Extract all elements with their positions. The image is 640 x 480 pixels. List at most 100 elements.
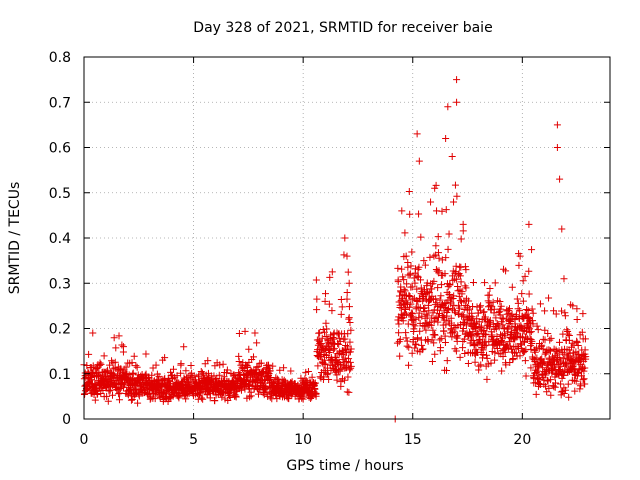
data-point: [443, 357, 451, 365]
data-point: [441, 332, 449, 340]
data-point: [498, 367, 506, 375]
data-point: [485, 299, 493, 307]
data-point: [398, 265, 406, 273]
data-point: [527, 336, 535, 344]
data-point: [506, 342, 514, 350]
data-point: [560, 390, 568, 398]
data-point: [111, 358, 119, 366]
data-point: [430, 339, 438, 347]
data-point: [149, 364, 157, 372]
data-point: [241, 327, 249, 335]
data-point: [516, 252, 524, 260]
data-point: [540, 358, 548, 366]
data-point: [308, 373, 316, 381]
data-point: [216, 361, 224, 369]
data-point: [527, 364, 535, 372]
data-point: [449, 276, 457, 284]
data-point: [435, 254, 443, 262]
data-point: [447, 314, 455, 322]
data-point: [417, 284, 425, 292]
data-point: [461, 263, 469, 271]
data-point: [346, 366, 354, 374]
data-point: [343, 295, 351, 303]
data-point: [418, 341, 426, 349]
data-point: [316, 329, 324, 337]
tick-labels: 0 5 10 15 20 0 0.1 0.2 0.3 0.4 0.5 0.6 0.7 0.8: [49, 50, 532, 448]
data-point: [200, 375, 208, 383]
data-point: [245, 345, 253, 353]
data-point: [333, 376, 341, 384]
data-point: [97, 360, 105, 368]
data-point: [524, 313, 532, 321]
data-point: [483, 354, 491, 362]
data-point: [528, 246, 536, 254]
data-point: [564, 380, 572, 388]
data-point: [180, 343, 188, 351]
data-point: [479, 346, 487, 354]
data-point: [422, 326, 430, 334]
data-point: [341, 234, 349, 242]
data-point: [558, 225, 566, 233]
data-point: [328, 307, 336, 315]
data-point: [459, 227, 467, 235]
data-point: [329, 346, 337, 354]
data-point: [489, 298, 497, 306]
data-point: [409, 317, 417, 325]
data-point: [424, 337, 432, 345]
data-point: [444, 306, 452, 314]
y-tick-label: 0.3: [49, 276, 71, 292]
data-point: [266, 393, 274, 401]
data-point: [232, 393, 240, 401]
data-point: [475, 335, 483, 343]
data-point: [518, 290, 526, 298]
data-point: [109, 365, 117, 373]
data-point: [545, 384, 553, 392]
data-point: [452, 347, 460, 355]
data-point: [538, 341, 546, 349]
data-point: [491, 279, 499, 287]
data-point: [516, 352, 524, 360]
data-point: [314, 362, 322, 370]
data-points: [80, 76, 590, 423]
data-point: [432, 295, 440, 303]
data-point: [557, 388, 565, 396]
data-point: [469, 278, 477, 286]
data-point: [581, 346, 589, 354]
data-point: [132, 362, 140, 370]
data-point: [534, 375, 542, 383]
data-point: [430, 252, 438, 260]
data-point: [401, 287, 409, 295]
data-point: [280, 376, 288, 384]
data-point: [454, 287, 462, 295]
data-point: [438, 301, 446, 309]
data-point: [344, 343, 352, 351]
data-point: [298, 394, 306, 402]
data-point: [115, 390, 123, 398]
data-point: [420, 304, 428, 312]
data-point: [262, 389, 270, 397]
data-point: [453, 76, 461, 84]
data-point: [539, 335, 547, 343]
data-point: [346, 348, 354, 356]
data-point: [251, 329, 259, 337]
data-point: [89, 329, 97, 337]
data-point: [199, 395, 207, 403]
data-point: [324, 338, 332, 346]
data-point: [581, 380, 589, 388]
data-point: [412, 340, 420, 348]
data-point: [430, 277, 438, 285]
data-point: [546, 376, 554, 384]
data-point: [502, 361, 510, 369]
data-point: [403, 337, 411, 345]
data-point: [273, 375, 281, 383]
data-point: [428, 336, 436, 344]
data-point: [454, 332, 462, 340]
data-point: [552, 379, 560, 387]
data-point: [477, 361, 485, 369]
data-point: [562, 386, 570, 394]
data-point: [564, 330, 572, 338]
data-point: [431, 350, 439, 358]
data-point: [409, 335, 417, 343]
y-axis-label: SRMTID / TECUs: [7, 182, 23, 295]
